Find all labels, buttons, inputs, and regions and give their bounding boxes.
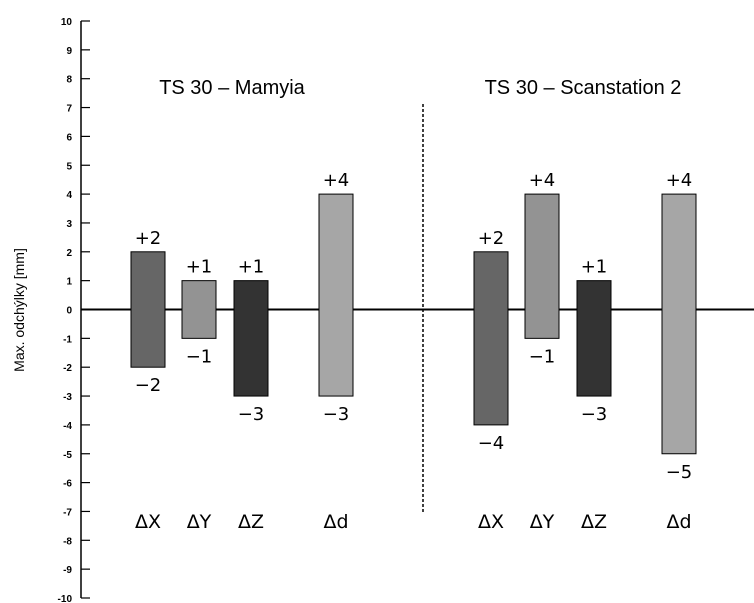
bar	[661, 193, 697, 455]
y-tick-label: -5	[63, 450, 72, 461]
bars-layer	[130, 193, 697, 455]
category-label: ΔZ	[238, 511, 264, 533]
bar-max-label: +1	[581, 257, 608, 278]
bar-min-label: −4	[478, 433, 505, 454]
bar	[130, 251, 166, 368]
y-tick-label: -4	[63, 421, 72, 432]
labels-layer: TS 30 – Mamyia +2 −2 ΔX +1 −1 ΔY +1 −3 ΔZ +4 −3 Δd TS…	[135, 77, 693, 533]
bar-min-label: −1	[186, 346, 213, 367]
y-tick-label: 9	[66, 46, 72, 57]
bar-max-label: +1	[186, 257, 213, 278]
category-label: ΔY	[530, 511, 555, 533]
group-title: TS 30 – Mamyia	[159, 77, 305, 99]
category-label: ΔZ	[581, 511, 607, 533]
y-tick-label: -9	[63, 565, 72, 576]
y-tick-label: -10	[58, 594, 73, 603]
y-tick-label: 10	[61, 17, 73, 28]
bar-max-label: +2	[478, 228, 505, 249]
bar-min-label: −1	[529, 346, 556, 367]
bar-max-label: +1	[238, 257, 265, 278]
y-tick-label: 1	[66, 277, 72, 288]
bar	[318, 193, 354, 397]
y-tick-label: -1	[63, 334, 72, 345]
bar-min-label: −3	[323, 404, 350, 425]
y-tick-label: -7	[63, 507, 72, 518]
y-tick-label: 2	[66, 248, 72, 259]
y-tick-label: 8	[66, 75, 72, 86]
bar	[233, 280, 269, 397]
y-axis-label: Max. odchýlky [mm]	[11, 248, 27, 372]
category-label: ΔX	[135, 511, 161, 533]
y-tick-label: 7	[66, 104, 72, 115]
bar-min-label: −3	[581, 404, 608, 425]
y-tick-label: 6	[66, 132, 72, 143]
bar-max-label: +2	[135, 228, 162, 249]
category-label: Δd	[666, 511, 691, 533]
y-tick-label: 0	[66, 306, 72, 317]
y-tick-label: 3	[66, 219, 72, 230]
bar-max-label: +4	[666, 170, 693, 191]
bar-max-label: +4	[529, 170, 556, 191]
y-tick-label: -3	[63, 392, 72, 403]
bar	[524, 193, 560, 339]
group-title: TS 30 – Scanstation 2	[485, 77, 682, 99]
bar-min-label: −3	[238, 404, 265, 425]
bar	[576, 280, 612, 397]
y-tick-label: -8	[63, 536, 72, 547]
category-label: ΔX	[478, 511, 504, 533]
bar	[181, 280, 217, 339]
bar-min-label: −2	[135, 375, 162, 396]
category-label: ΔY	[187, 511, 212, 533]
bar	[473, 251, 509, 426]
bar-max-label: +4	[323, 170, 350, 191]
y-tick-label: -6	[63, 479, 72, 490]
category-label: Δd	[323, 511, 348, 533]
y-tick-label: 4	[66, 190, 72, 201]
bar-min-label: −5	[666, 462, 693, 483]
y-tick-label: 5	[66, 161, 72, 172]
y-tick-label: -2	[63, 363, 72, 374]
